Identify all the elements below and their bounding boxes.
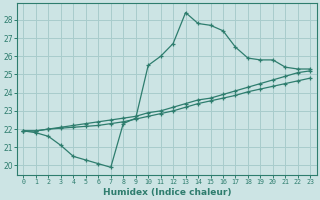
X-axis label: Humidex (Indice chaleur): Humidex (Indice chaleur) bbox=[103, 188, 231, 197]
